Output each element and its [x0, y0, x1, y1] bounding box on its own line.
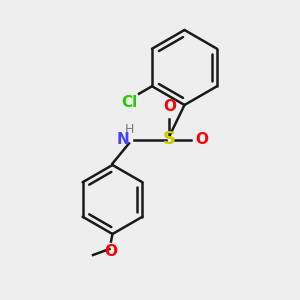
Text: H: H — [124, 123, 134, 136]
Text: O: O — [104, 244, 118, 260]
Text: O: O — [163, 99, 176, 114]
Text: S: S — [163, 130, 176, 148]
Text: O: O — [195, 132, 208, 147]
Text: Cl: Cl — [121, 95, 137, 110]
Text: N: N — [116, 132, 129, 147]
